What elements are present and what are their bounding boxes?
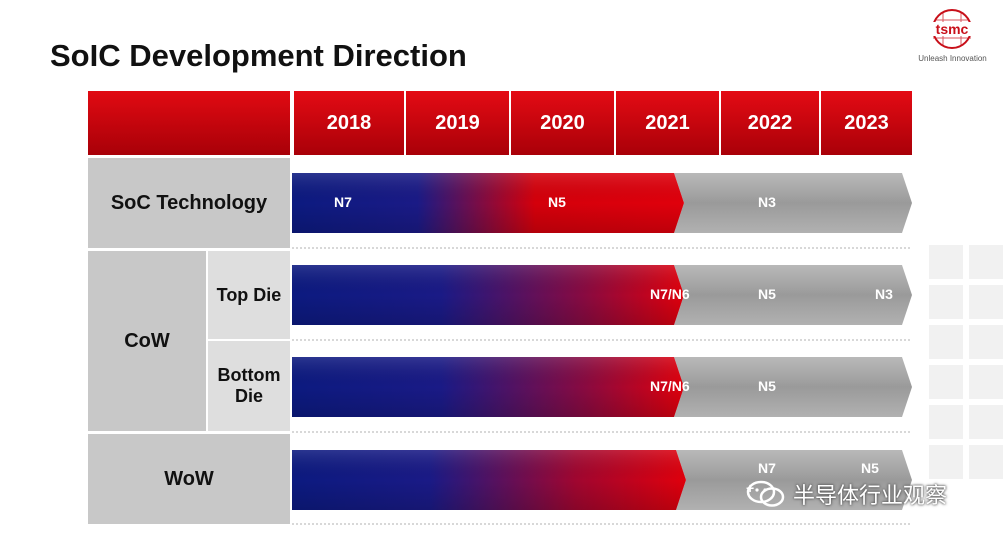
year-2018: 2018 [292,91,404,155]
row-label-soc-technology: SoC Technology [88,158,290,248]
logo-tagline: Unleash Innovation [918,54,987,63]
watermark: 半导体行业观察 [745,478,947,510]
row-separator [292,523,910,525]
bar-label-n7: N7 [758,460,776,476]
bar-label-n5: N5 [758,378,776,394]
year-2023: 2023 [819,91,912,155]
bar-label-n5: N5 [758,286,776,302]
year-2021: 2021 [614,91,719,155]
year-2020: 2020 [509,91,614,155]
bar-label-n3: N3 [875,286,893,302]
row-separator [292,247,910,249]
tsmc-logo: tsmc Unleash Innovation [905,8,1000,68]
bar-cow-bottom-die: N7/N6 N5 [292,357,912,417]
bar-wow: N7 + N5 [292,450,912,510]
wechat-icon [746,480,785,507]
header-corner [88,91,290,155]
background-grid [925,245,1008,515]
year-2022: 2022 [719,91,819,155]
bar-label-n7-n6: N7/N6 [650,378,690,394]
watermark-text: 半导体行业观察 [793,484,948,509]
row-separator [292,431,910,433]
row-label-cow: CoW [88,251,206,431]
bar-label-n7: N7 [334,194,352,210]
row-label-wow: WoW [88,434,290,524]
row-label-top-die: Top Die [208,251,290,339]
tsmc-logo-icon: tsmc [931,9,973,49]
row-separator [292,339,910,341]
bar-label-n5: N5 [861,460,879,476]
bar-label-n7-n6: N7/N6 [650,286,690,302]
page-title: SoIC Development Direction [50,38,467,73]
bar-soc-technology: N7 N5 N3 [292,173,912,233]
bar-label-n5: N5 [548,194,566,210]
row-label-bottom-die: Bottom Die [208,341,290,431]
bar-cow-top-die: N7/N6 N5 N3 [292,265,912,325]
svg-text:tsmc: tsmc [936,21,969,37]
bar-label-n3: N3 [758,194,776,210]
year-2019: 2019 [404,91,509,155]
